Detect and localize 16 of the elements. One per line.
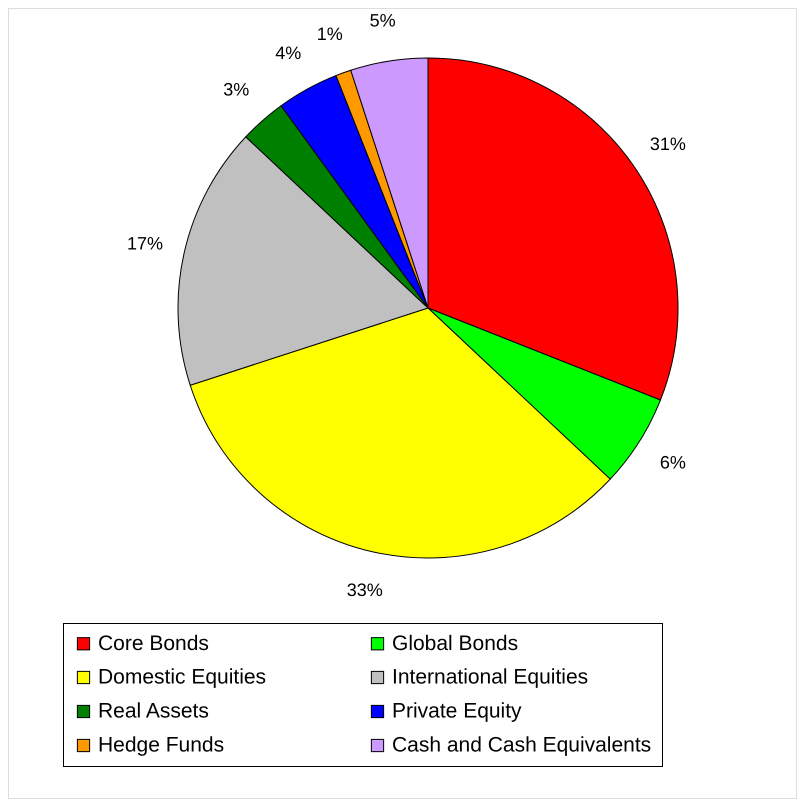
legend-label: Cash and Cash Equivalents xyxy=(392,734,652,756)
legend-label: Global Bonds xyxy=(392,632,518,655)
legend-label: Core Bonds xyxy=(98,632,209,655)
legend-label: Hedge Funds xyxy=(98,734,224,756)
data-label: 6% xyxy=(660,452,686,472)
data-label: 3% xyxy=(223,79,250,100)
data-label: 1% xyxy=(316,24,343,44)
data-label: 4% xyxy=(275,42,302,63)
data-label: 5% xyxy=(370,10,396,31)
data-label: 17% xyxy=(126,234,163,254)
legend-label: Real Assets xyxy=(98,700,209,722)
legend-label: International Equities xyxy=(392,666,588,688)
data-label: 31% xyxy=(650,134,686,154)
legend-label: Domestic Equities xyxy=(98,666,266,688)
legend-label: Private Equity xyxy=(392,700,522,722)
data-label: 33% xyxy=(346,580,383,600)
